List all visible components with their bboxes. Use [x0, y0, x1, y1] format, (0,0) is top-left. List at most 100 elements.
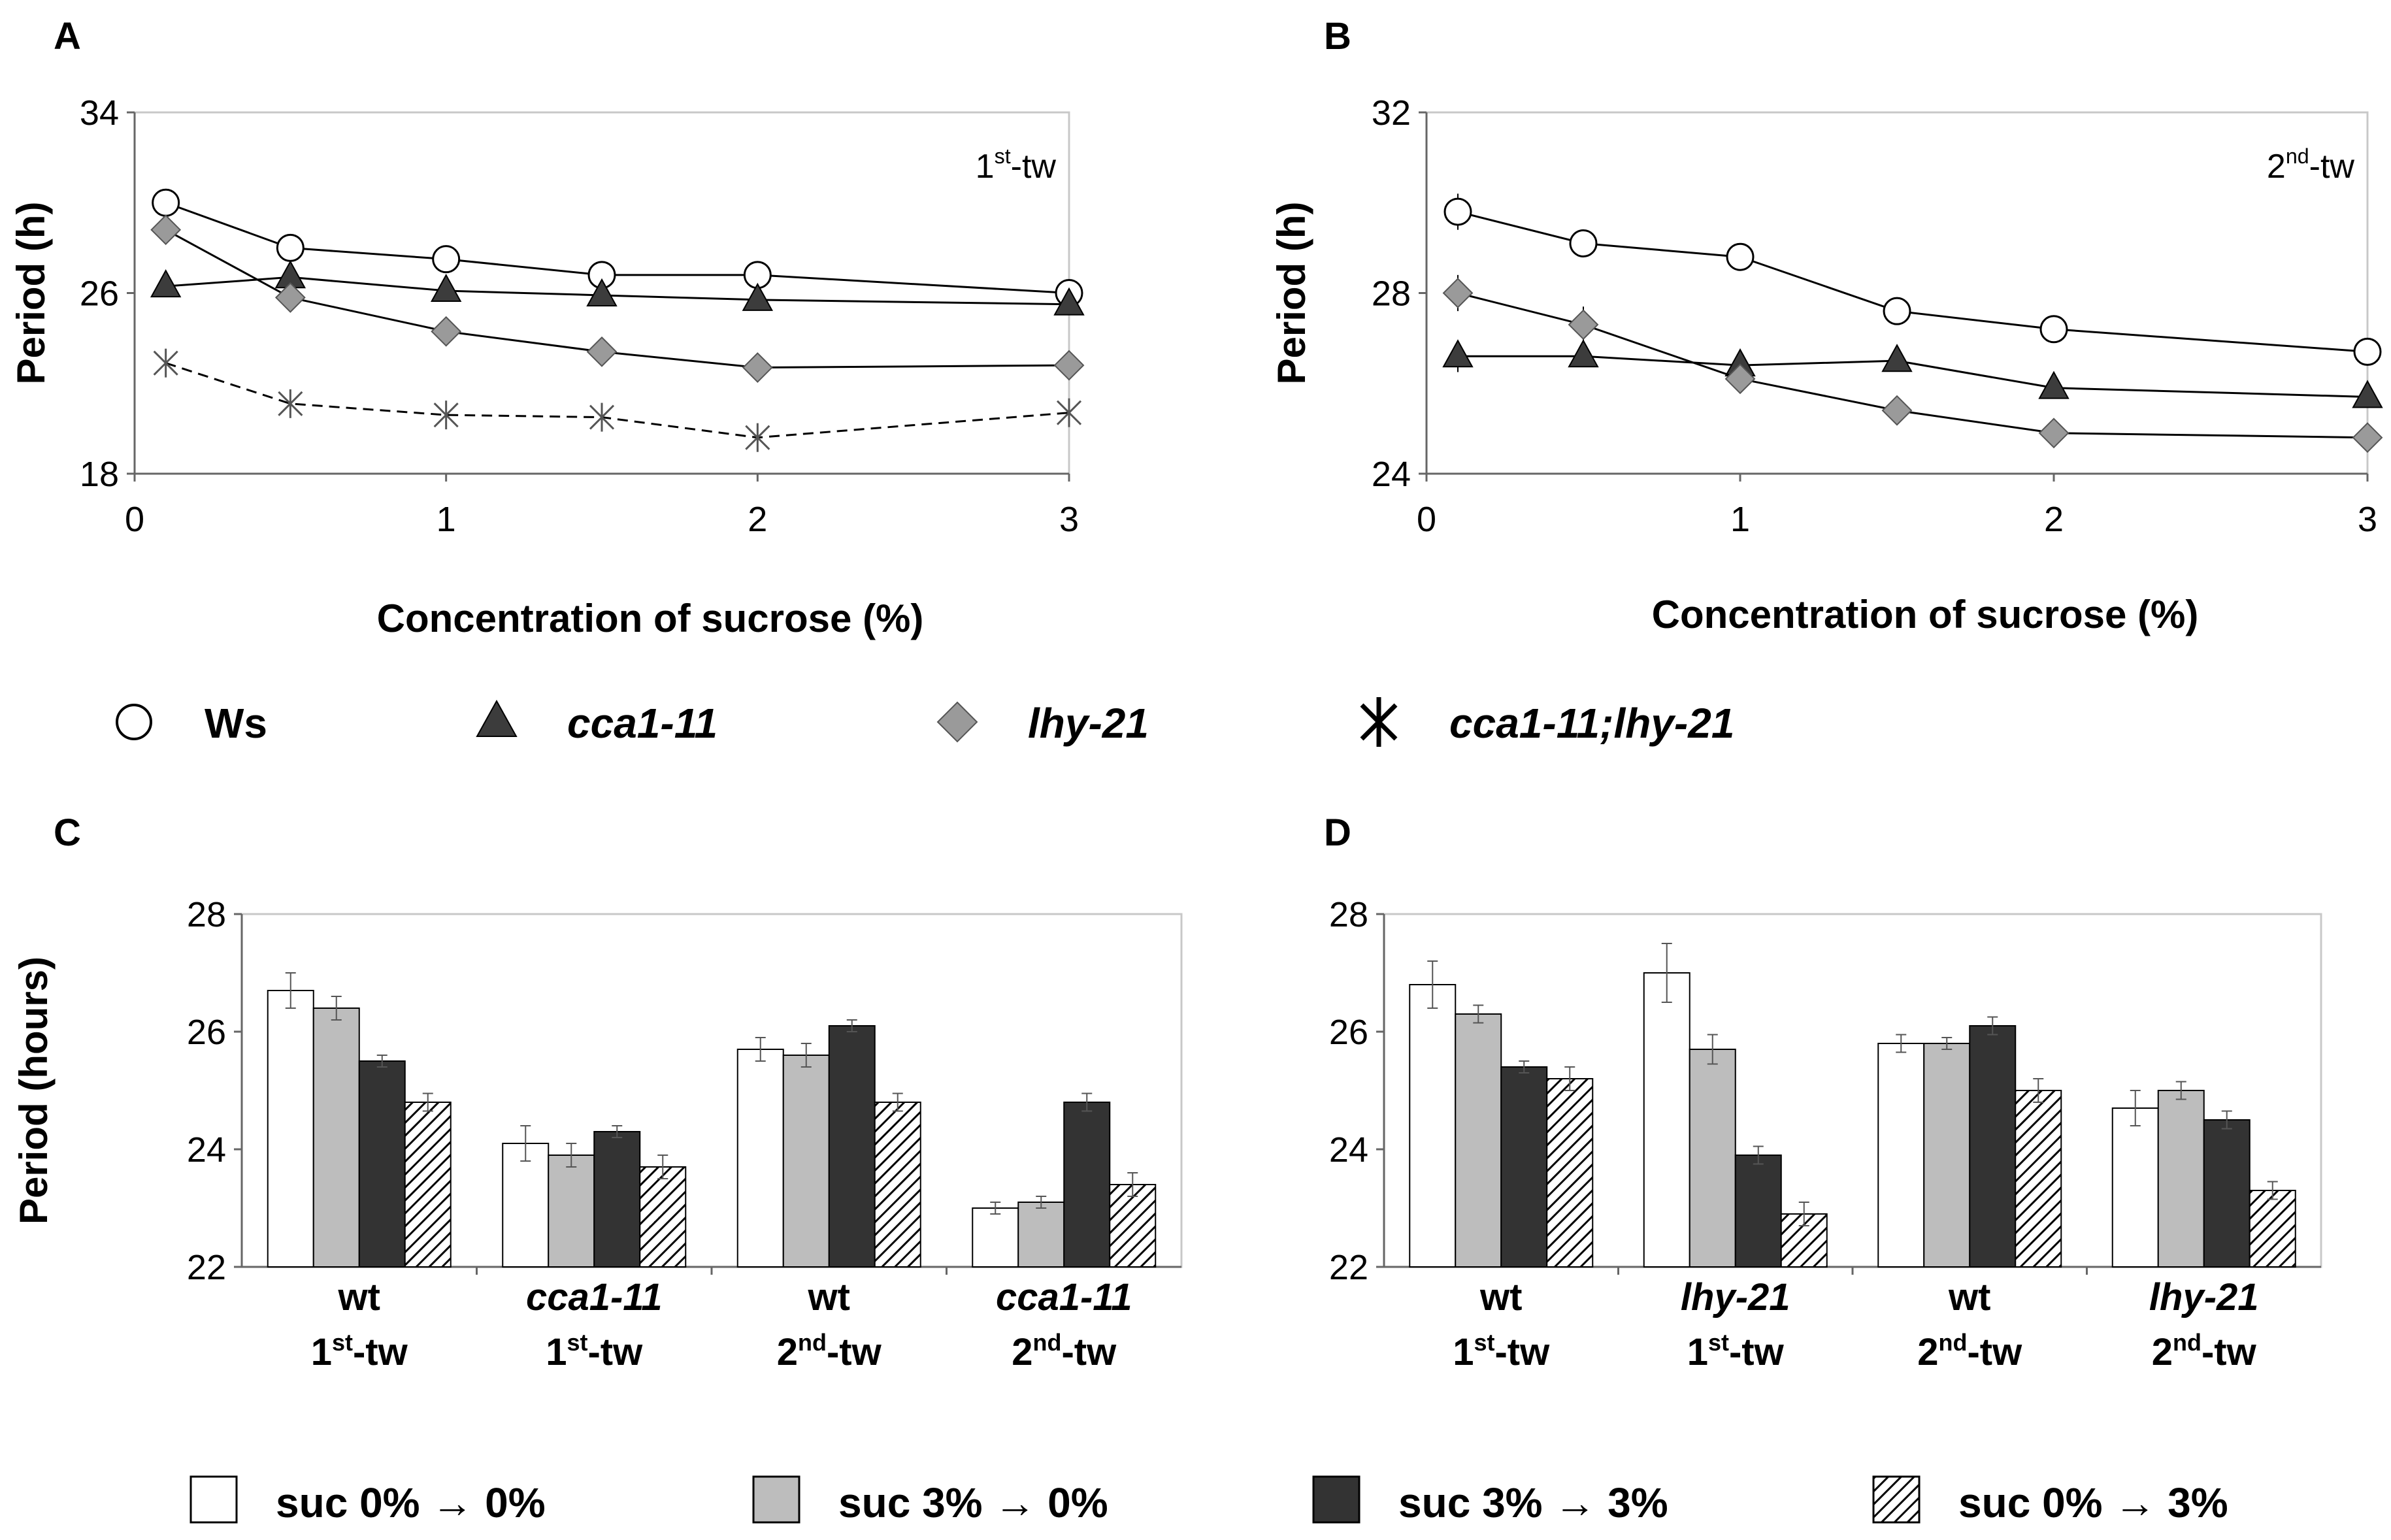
y-tick-label-C: 26 [187, 1013, 226, 1052]
point-lhy-A [586, 336, 618, 367]
bar-bar_0_3-C [639, 1166, 687, 1268]
point-lhy-A [1053, 350, 1085, 381]
bar-bar_3_0-C [1017, 1202, 1065, 1268]
category-label-D: wt [1948, 1276, 1990, 1319]
category-sublabel-D: 1st-tw [1453, 1329, 1550, 1373]
bar-bar_3_0-D [1689, 1049, 1736, 1268]
y-axis-title-A: Period (h) [9, 202, 53, 385]
point-cca1-A [430, 273, 462, 303]
bar-bar_0_3-D [1780, 1213, 1828, 1268]
series-line-double-A [165, 362, 1070, 439]
bar-bar_0_0-C [267, 990, 314, 1268]
point-cca1-B [1881, 344, 1913, 372]
bar-bar_0_0-C [972, 1207, 1019, 1268]
point-ws-B [1726, 242, 1755, 271]
bar-bar_3_3-D [2203, 1119, 2251, 1268]
series-line-cca1-B [1458, 355, 2368, 398]
bar-bar_3_0-D [1923, 1043, 1971, 1268]
y-tick-label-A: 34 [80, 93, 119, 133]
bar-bar_3_3-C [828, 1025, 876, 1268]
y-axis-title-C: Period (hours) [12, 957, 56, 1224]
x-tick-label-A: 0 [125, 500, 144, 539]
bar-bar_0_3-D [2249, 1190, 2296, 1268]
point-ws-B [2039, 315, 2068, 344]
bar-bar_3_0-D [2157, 1090, 2205, 1268]
panel-letter-D: D [1324, 811, 1351, 854]
point-lhy-B [1442, 278, 1474, 308]
x-tick-label-B: 2 [2044, 500, 2064, 539]
legend-label-bar_0_0: suc 0% → 0% [276, 1479, 546, 1526]
point-cca1-B [1442, 339, 1474, 368]
y-tick-label-C: 22 [187, 1248, 226, 1287]
series-line-ws-A [165, 201, 1070, 294]
y-tick-label-B: 32 [1372, 93, 1411, 133]
point-lhy-B [1881, 395, 1913, 426]
x-tick-label-B: 0 [1417, 500, 1436, 539]
bar-bar_0_3-D [1546, 1078, 1594, 1268]
bar-bar_3_0-D [1455, 1013, 1502, 1268]
point-lhy-B [1568, 309, 1599, 340]
point-lhy-B [1724, 363, 1756, 395]
legend-swatch-bar_3_0 [752, 1475, 800, 1524]
y-tick-label-D: 22 [1329, 1248, 1368, 1287]
panel-letter-B: B [1324, 15, 1351, 57]
category-label-C: cca1-11 [996, 1276, 1132, 1319]
point-cca1-B [2352, 380, 2383, 408]
point-ws-A [152, 188, 180, 217]
point-double-A [1056, 398, 1082, 427]
y-tick-label-A: 26 [80, 274, 119, 314]
y-tick-label-C: 28 [187, 895, 226, 934]
point-lhy-A [431, 316, 462, 347]
x-axis-title-A: Concentration of sucrose (%) [377, 597, 924, 640]
point-cca1-A [742, 282, 774, 311]
series-line-lhy-A [165, 229, 1070, 369]
bar-bar_3_3-C [358, 1060, 406, 1268]
point-lhy-A [150, 214, 182, 246]
point-ws-B [1569, 229, 1598, 257]
panel-letter-A: A [54, 15, 81, 57]
category-sublabel-D: 2nd-tw [1917, 1329, 2022, 1373]
point-ws-B [1883, 297, 1911, 325]
panel-annotation-B: 2nd-tw [2267, 144, 2355, 186]
point-cca1-A [1053, 287, 1085, 316]
bar-bar_0_3-C [874, 1102, 921, 1268]
category-sublabel-C: 2nd-tw [777, 1329, 882, 1373]
bar-bar_3_0-C [782, 1055, 830, 1268]
bar-bar_0_3-C [404, 1102, 452, 1268]
legend-swatch-bar_0_3 [1872, 1475, 1921, 1524]
point-lhy-B [2038, 418, 2069, 449]
point-double-A [278, 389, 303, 418]
y-tick-label-B: 24 [1372, 455, 1411, 494]
point-ws-B [1443, 197, 1472, 226]
y-tick-label-D: 26 [1329, 1013, 1368, 1052]
category-sublabel-D: 2nd-tw [2152, 1329, 2257, 1373]
bar-bar_0_0-C [736, 1049, 784, 1268]
point-ws-A [432, 245, 461, 274]
point-double-A [589, 402, 615, 432]
x-tick-label-A: 2 [748, 500, 767, 539]
point-ws-B [2353, 337, 2382, 366]
category-sublabel-C: 1st-tw [546, 1329, 643, 1373]
point-double-A [433, 401, 459, 430]
x-tick-label-B: 3 [2358, 500, 2377, 539]
y-tick-label-A: 18 [80, 455, 119, 494]
category-sublabel-C: 2nd-tw [1012, 1329, 1117, 1373]
legend-marker-lhy [936, 701, 978, 743]
category-sublabel-C: 1st-tw [311, 1329, 408, 1373]
point-double-A [153, 348, 178, 378]
series-line-cca1-A [165, 276, 1070, 306]
point-double-A [745, 423, 770, 452]
point-cca1-A [150, 269, 182, 298]
bar-bar_3_3-C [1063, 1102, 1111, 1268]
legend-label-double: cca1-11;lhy-21 [1449, 700, 1734, 747]
category-label-D: lhy-21 [2149, 1276, 2259, 1319]
bar-bar_3_3-C [593, 1131, 641, 1268]
panel-letter-C: C [54, 811, 81, 854]
point-ws-A [276, 233, 305, 262]
legend-swatch-bar_0_0 [190, 1475, 238, 1524]
legend-label-bar_0_3: suc 0% → 3% [1958, 1479, 2228, 1526]
legend-marker-ws [116, 704, 152, 740]
legend-label-cca1: cca1-11 [567, 700, 717, 747]
category-label-C: wt [808, 1276, 850, 1319]
bar-bar_0_0-D [1643, 972, 1690, 1268]
